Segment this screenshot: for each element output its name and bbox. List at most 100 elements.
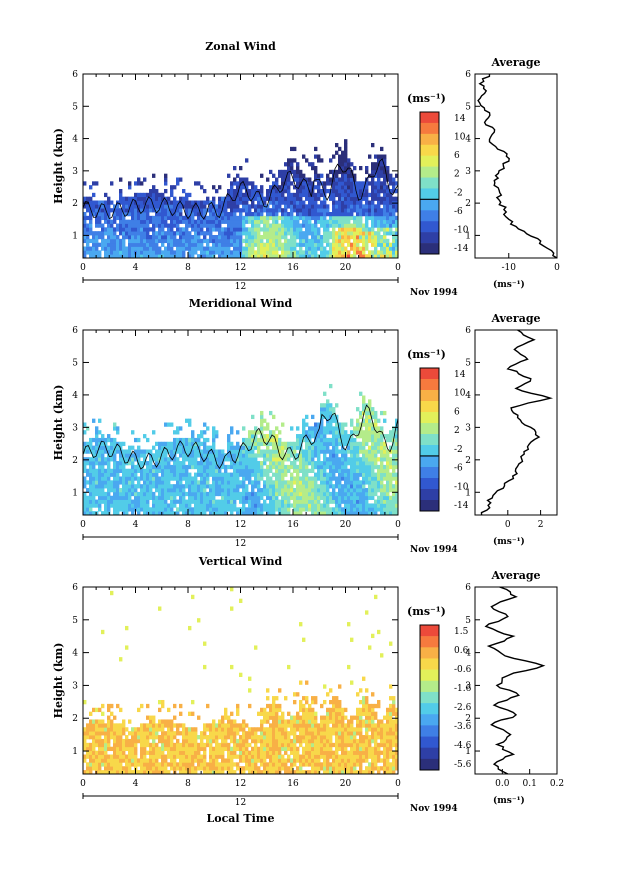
heatmap-cell — [242, 758, 246, 763]
colorbar-tick-label: 14 — [454, 114, 466, 124]
heatmap-cell — [302, 418, 306, 423]
heatmap-cell — [125, 738, 129, 744]
heatmap-cell — [350, 484, 354, 489]
heatmap-cell — [263, 468, 267, 473]
heatmap-cell — [335, 208, 339, 213]
heatmap-cell — [335, 480, 339, 485]
heatmap-cell — [107, 468, 111, 473]
heatmap-cell — [194, 746, 198, 752]
heatmap-cell — [200, 430, 204, 435]
heatmap-cell — [254, 235, 258, 240]
heatmap-cell — [92, 746, 96, 752]
heatmap-cell — [95, 762, 99, 767]
heatmap-cell — [383, 410, 387, 416]
heatmap-cell — [374, 162, 378, 167]
heatmap-cell — [266, 254, 270, 259]
heatmap-cell — [323, 391, 327, 396]
heatmap-cell — [362, 461, 366, 466]
heatmap-cell — [206, 445, 210, 450]
heatmap-cell — [215, 472, 219, 477]
x-tick-label: 0 — [80, 520, 86, 530]
heatmap-cell — [257, 250, 261, 255]
heatmap-cell — [164, 200, 168, 205]
heatmap-cell — [368, 250, 372, 255]
heatmap-cell — [203, 476, 207, 481]
heatmap-cell — [212, 735, 216, 740]
heatmap-cell — [95, 231, 99, 236]
heatmap-cell — [227, 770, 231, 775]
heatmap-cell — [275, 434, 279, 439]
heatmap-cell — [332, 418, 336, 423]
heatmap-cell — [182, 738, 186, 744]
heatmap-cell — [365, 219, 369, 224]
heatmap-cell — [395, 235, 399, 240]
heatmap-cell — [185, 418, 189, 423]
heatmap-cell — [83, 503, 87, 508]
heatmap-cell — [332, 219, 336, 224]
heatmap-cell — [332, 246, 336, 251]
heatmap-cell — [314, 215, 318, 221]
heatmap-cell — [233, 223, 237, 228]
heatmap-cell — [392, 453, 396, 458]
heatmap-cell — [236, 185, 240, 190]
heatmap-cell — [224, 715, 228, 720]
heatmap-cell — [161, 495, 165, 500]
heatmap-cell — [194, 238, 198, 244]
heatmap-cell — [293, 185, 297, 190]
heatmap-cell — [353, 235, 357, 240]
heatmap-cell — [338, 169, 342, 175]
heatmap-cell — [338, 437, 342, 443]
heatmap-cell — [257, 453, 261, 458]
heatmap-cell — [209, 495, 213, 500]
heatmap-cell — [86, 204, 90, 209]
heatmap-cell — [281, 445, 285, 450]
x-tick-label: 12 — [235, 520, 246, 530]
heatmap-cell — [131, 742, 135, 748]
heatmap-cell — [194, 212, 198, 217]
heatmap-cell — [254, 250, 258, 255]
heatmap-cell — [263, 215, 267, 221]
heatmap-cell — [125, 507, 129, 512]
heatmap-cell — [248, 192, 252, 198]
colorbar-swatch — [420, 155, 439, 167]
heatmap-cell — [233, 746, 237, 752]
heatmap-cell — [359, 227, 363, 232]
heatmap-cell — [353, 189, 357, 194]
heatmap-cell — [161, 472, 165, 477]
heatmap-cell — [119, 727, 123, 732]
heatmap-cell — [341, 235, 345, 240]
heatmap-cell — [269, 235, 273, 240]
heatmap-cell — [353, 480, 357, 485]
heatmap-cell — [104, 227, 108, 232]
heatmap-cell — [173, 488, 177, 493]
heatmap-cell — [176, 449, 180, 454]
heatmap-cell — [251, 468, 255, 473]
heatmap-cell — [89, 750, 93, 755]
heatmap-cell — [98, 250, 102, 255]
heatmap-cell — [113, 770, 117, 775]
heatmap-cell — [194, 766, 198, 771]
heatmap-cell — [383, 488, 387, 493]
heatmap-cell — [188, 499, 192, 504]
heatmap-cell — [320, 403, 324, 408]
heatmap-cell — [164, 742, 168, 748]
heatmap-cell — [92, 204, 96, 209]
heatmap-cell — [203, 488, 207, 493]
heatmap-cell — [359, 495, 363, 500]
heatmap-cell — [239, 457, 243, 462]
heatmap-cell — [275, 499, 279, 504]
heatmap-cell — [221, 766, 225, 771]
heatmap-cell — [167, 511, 171, 516]
heatmap-cell — [101, 434, 105, 439]
heatmap-cell — [158, 461, 162, 466]
heatmap-cell — [380, 181, 384, 186]
heatmap-cell — [200, 754, 204, 759]
heatmap-cell — [191, 746, 195, 752]
heatmap-cell — [353, 231, 357, 236]
heatmap-cell — [134, 495, 138, 500]
heatmap-cell — [377, 418, 381, 423]
heatmap-cell — [323, 204, 327, 209]
heatmap-cell — [206, 507, 210, 512]
heatmap-cell — [266, 468, 270, 473]
heatmap-cell — [134, 437, 138, 443]
